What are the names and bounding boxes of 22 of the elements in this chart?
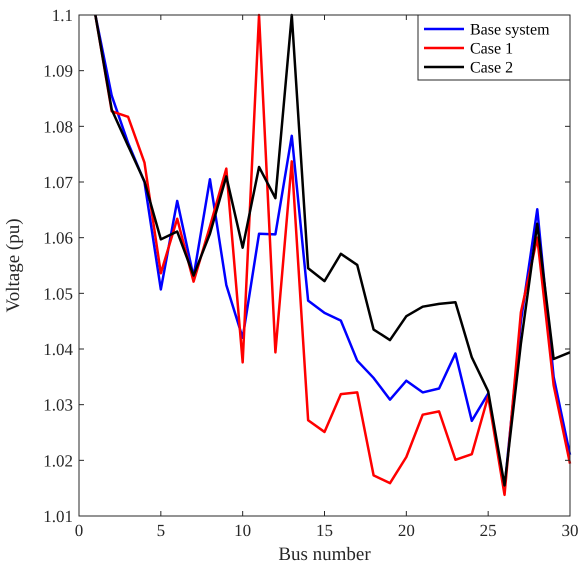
x-tick-label: 30 — [562, 521, 578, 540]
y-tick-label: 1.03 — [43, 396, 73, 415]
legend-label: Base system — [470, 22, 550, 39]
y-tick-label: 1.07 — [43, 172, 74, 192]
x-tick-label: 25 — [480, 521, 497, 540]
x-tick-label: 0 — [74, 521, 84, 540]
x-tick-label: 5 — [156, 521, 166, 540]
y-axis-title: Voltage (pu) — [3, 218, 24, 313]
y-tick-label: 1.05 — [43, 284, 73, 304]
x-axis-title: Bus number — [278, 544, 372, 565]
x-tick-label: 10 — [234, 521, 252, 540]
y-tick-label: 1.04 — [43, 340, 74, 359]
y-tick-label: 1.1 — [52, 6, 73, 25]
x-tick-label: 20 — [398, 521, 415, 540]
y-tick-label: 1.08 — [43, 117, 73, 136]
legend-label: Case 2 — [470, 60, 514, 77]
x-tick-label: 15 — [316, 521, 333, 540]
legend-label: Case 1 — [470, 40, 514, 58]
y-tick-label: 1.02 — [43, 451, 73, 470]
y-tick-label: 1.01 — [43, 506, 73, 526]
y-tick-label: 1.06 — [43, 228, 73, 248]
y-tick-label: 1.09 — [43, 62, 73, 81]
